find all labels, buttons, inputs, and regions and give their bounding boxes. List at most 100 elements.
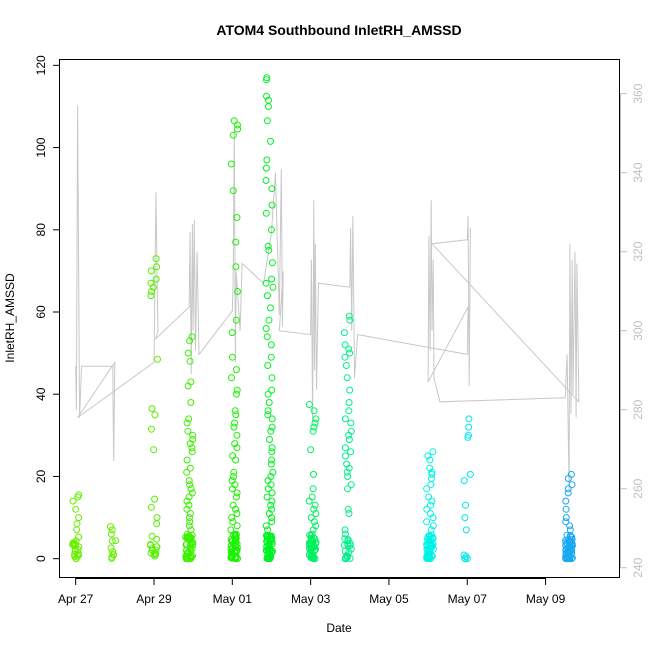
data-point: [185, 493, 193, 501]
data-point: [228, 374, 235, 382]
data-point: [345, 464, 353, 472]
data-point: [267, 341, 275, 349]
data-point: [427, 542, 435, 550]
data-point: [309, 526, 317, 534]
data-point: [562, 514, 570, 522]
data-point: [184, 427, 192, 435]
y-tick-label: 80: [34, 223, 48, 237]
data-point: [264, 411, 272, 419]
data-point: [341, 353, 349, 361]
data-point: [267, 501, 275, 509]
data-point: [228, 329, 236, 337]
chart-title: ATOM4 Southbound InletRH_AMSSD: [216, 22, 461, 38]
x-tick-label: Apr 27: [58, 592, 94, 606]
data-point: [229, 131, 237, 139]
data-point: [232, 316, 240, 324]
data-point: [262, 177, 270, 184]
data-point: [568, 535, 576, 543]
data-point: [267, 427, 275, 435]
data-point: [268, 275, 276, 283]
data-point: [183, 505, 191, 513]
x-axis-label: Date: [326, 621, 352, 635]
data-point: [72, 505, 80, 513]
data-point: [425, 532, 433, 539]
data-point: [340, 329, 348, 337]
data-point: [231, 440, 239, 448]
data-point: [564, 485, 572, 493]
data-point: [265, 399, 273, 406]
data-point: [345, 548, 353, 556]
data-point: [231, 407, 239, 415]
point-cluster: [147, 255, 161, 560]
x-tick-label: May 03: [291, 592, 331, 606]
data-point: [228, 514, 236, 522]
data-point: [147, 267, 155, 275]
data-point: [342, 530, 349, 538]
data-point: [112, 537, 120, 545]
x-tick-label: May 05: [369, 592, 409, 606]
data-point: [345, 399, 353, 406]
data-point: [306, 540, 314, 548]
data-point: [562, 505, 570, 513]
data-point: [307, 532, 315, 540]
data-point: [311, 501, 319, 509]
y2-tick-label: 320: [631, 241, 645, 261]
point-cluster: [262, 74, 277, 563]
data-point: [347, 448, 355, 456]
data-point: [230, 423, 238, 431]
data-point: [562, 497, 570, 505]
data-point: [147, 279, 155, 287]
data-point: [423, 485, 431, 493]
y-tick-label: 20: [34, 470, 48, 484]
data-point: [263, 117, 271, 125]
data-point: [151, 495, 159, 503]
data-point: [231, 536, 239, 544]
data-point: [232, 505, 240, 513]
data-point: [227, 160, 235, 168]
data-point: [466, 470, 474, 478]
data-point: [183, 497, 191, 505]
data-point: [264, 362, 272, 369]
data-point: [264, 545, 272, 553]
data-point: [151, 549, 159, 557]
data-point: [346, 386, 354, 394]
data-point: [72, 554, 80, 562]
data-point: [186, 337, 194, 345]
data-point: [263, 156, 271, 164]
data-point: [73, 526, 81, 534]
data-point: [186, 357, 194, 365]
data-point: [185, 535, 192, 542]
data-point: [232, 238, 240, 246]
data-point: [460, 477, 468, 485]
data-point: [184, 349, 192, 357]
data-point: [232, 390, 240, 398]
axes-layer: Apr 27 Apr 29 May 01 May 03 May 05 May 07 May …: [34, 55, 645, 606]
data-point: [462, 526, 470, 534]
data-point: [187, 526, 195, 534]
data-point: [153, 543, 161, 551]
data-point: [267, 226, 275, 234]
data-point: [186, 481, 194, 489]
data-point: [347, 419, 355, 427]
data-point: [186, 440, 194, 448]
data-point: [341, 452, 349, 460]
data-point: [109, 548, 117, 556]
data-point: [311, 419, 319, 427]
data-point: [265, 554, 273, 562]
data-point: [265, 316, 273, 324]
data-point: [110, 551, 118, 559]
data-point: [185, 501, 193, 509]
y-tick-label: 60: [34, 305, 48, 319]
data-point: [343, 468, 351, 476]
data-point: [263, 333, 271, 341]
data-point: [562, 542, 570, 550]
point-cluster: [107, 523, 120, 562]
data-point: [424, 533, 432, 541]
data-point: [228, 548, 235, 556]
data-point: [233, 214, 241, 221]
data-point: [232, 263, 240, 271]
data-point: [310, 505, 318, 513]
data-point: [268, 374, 276, 382]
data-point: [429, 522, 437, 530]
data-point: [152, 255, 160, 263]
